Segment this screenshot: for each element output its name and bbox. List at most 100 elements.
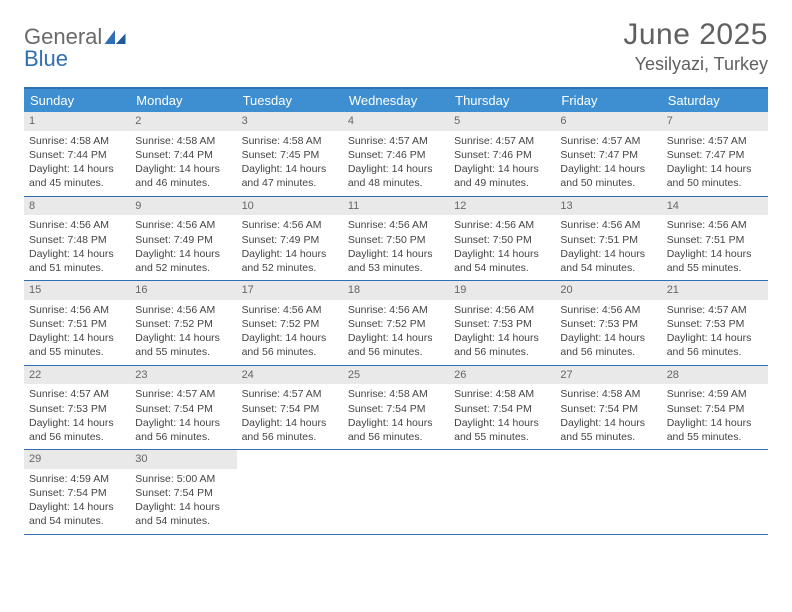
daylight-line: Daylight: 14 hours and 56 minutes. xyxy=(242,416,338,444)
day-cell xyxy=(237,450,343,534)
day-cell: 9Sunrise: 4:56 AMSunset: 7:49 PMDaylight… xyxy=(130,197,236,281)
day-body: Sunrise: 4:57 AMSunset: 7:54 PMDaylight:… xyxy=(237,384,343,449)
sunset-line: Sunset: 7:46 PM xyxy=(348,148,444,162)
sunset-line: Sunset: 7:49 PM xyxy=(135,233,231,247)
daylight-line: Daylight: 14 hours and 55 minutes. xyxy=(667,416,763,444)
sunset-line: Sunset: 7:45 PM xyxy=(242,148,338,162)
day-body: Sunrise: 4:56 AMSunset: 7:52 PMDaylight:… xyxy=(130,300,236,365)
sunset-line: Sunset: 7:44 PM xyxy=(29,148,125,162)
dow-sunday: Sunday xyxy=(24,89,130,112)
day-cell: 19Sunrise: 4:56 AMSunset: 7:53 PMDayligh… xyxy=(449,281,555,365)
daylight-line: Daylight: 14 hours and 50 minutes. xyxy=(560,162,656,190)
day-cell: 18Sunrise: 4:56 AMSunset: 7:52 PMDayligh… xyxy=(343,281,449,365)
day-number: 4 xyxy=(343,112,449,131)
daylight-line: Daylight: 14 hours and 56 minutes. xyxy=(454,331,550,359)
daylight-line: Daylight: 14 hours and 50 minutes. xyxy=(667,162,763,190)
day-cell: 22Sunrise: 4:57 AMSunset: 7:53 PMDayligh… xyxy=(24,366,130,450)
day-cell: 13Sunrise: 4:56 AMSunset: 7:51 PMDayligh… xyxy=(555,197,661,281)
sunrise-line: Sunrise: 4:57 AM xyxy=(667,134,763,148)
weeks-container: 1Sunrise: 4:58 AMSunset: 7:44 PMDaylight… xyxy=(24,112,768,535)
daylight-line: Daylight: 14 hours and 54 minutes. xyxy=(135,500,231,528)
day-body: Sunrise: 4:58 AMSunset: 7:54 PMDaylight:… xyxy=(449,384,555,449)
day-body: Sunrise: 4:57 AMSunset: 7:46 PMDaylight:… xyxy=(343,131,449,196)
day-body: Sunrise: 5:00 AMSunset: 7:54 PMDaylight:… xyxy=(130,469,236,534)
day-number: 28 xyxy=(662,366,768,385)
sunrise-line: Sunrise: 4:56 AM xyxy=(560,303,656,317)
day-cell: 11Sunrise: 4:56 AMSunset: 7:50 PMDayligh… xyxy=(343,197,449,281)
day-cell xyxy=(449,450,555,534)
daylight-line: Daylight: 14 hours and 56 minutes. xyxy=(135,416,231,444)
sunrise-line: Sunrise: 4:57 AM xyxy=(242,387,338,401)
header: GeneralBlue June 2025 Yesilyazi, Turkey xyxy=(24,18,768,75)
day-cell: 20Sunrise: 4:56 AMSunset: 7:53 PMDayligh… xyxy=(555,281,661,365)
day-number: 2 xyxy=(130,112,236,131)
sunrise-line: Sunrise: 4:57 AM xyxy=(560,134,656,148)
day-number: 13 xyxy=(555,197,661,216)
day-cell: 17Sunrise: 4:56 AMSunset: 7:52 PMDayligh… xyxy=(237,281,343,365)
sunrise-line: Sunrise: 4:56 AM xyxy=(454,303,550,317)
day-body: Sunrise: 4:59 AMSunset: 7:54 PMDaylight:… xyxy=(24,469,130,534)
day-cell: 5Sunrise: 4:57 AMSunset: 7:46 PMDaylight… xyxy=(449,112,555,196)
day-cell: 30Sunrise: 5:00 AMSunset: 7:54 PMDayligh… xyxy=(130,450,236,534)
day-number: 9 xyxy=(130,197,236,216)
sunset-line: Sunset: 7:48 PM xyxy=(29,233,125,247)
dow-monday: Monday xyxy=(130,89,236,112)
daylight-line: Daylight: 14 hours and 55 minutes. xyxy=(667,247,763,275)
day-body: Sunrise: 4:56 AMSunset: 7:49 PMDaylight:… xyxy=(130,215,236,280)
sunrise-line: Sunrise: 4:56 AM xyxy=(135,303,231,317)
sunrise-line: Sunrise: 4:56 AM xyxy=(454,218,550,232)
day-cell xyxy=(662,450,768,534)
daylight-line: Daylight: 14 hours and 54 minutes. xyxy=(560,247,656,275)
day-body: Sunrise: 4:57 AMSunset: 7:53 PMDaylight:… xyxy=(24,384,130,449)
day-body: Sunrise: 4:56 AMSunset: 7:50 PMDaylight:… xyxy=(449,215,555,280)
calendar-grid: Sunday Monday Tuesday Wednesday Thursday… xyxy=(24,87,768,535)
dow-friday: Friday xyxy=(555,89,661,112)
day-body: Sunrise: 4:56 AMSunset: 7:52 PMDaylight:… xyxy=(343,300,449,365)
day-body: Sunrise: 4:56 AMSunset: 7:52 PMDaylight:… xyxy=(237,300,343,365)
day-number: 5 xyxy=(449,112,555,131)
sunrise-line: Sunrise: 4:57 AM xyxy=(135,387,231,401)
day-number: 6 xyxy=(555,112,661,131)
sunrise-line: Sunrise: 4:58 AM xyxy=(560,387,656,401)
sunrise-line: Sunrise: 4:56 AM xyxy=(348,218,444,232)
sunrise-line: Sunrise: 5:00 AM xyxy=(135,472,231,486)
day-number: 29 xyxy=(24,450,130,469)
daylight-line: Daylight: 14 hours and 55 minutes. xyxy=(135,331,231,359)
day-number: 18 xyxy=(343,281,449,300)
sunset-line: Sunset: 7:50 PM xyxy=(348,233,444,247)
day-number: 11 xyxy=(343,197,449,216)
week-row: 29Sunrise: 4:59 AMSunset: 7:54 PMDayligh… xyxy=(24,450,768,535)
day-cell: 16Sunrise: 4:56 AMSunset: 7:52 PMDayligh… xyxy=(130,281,236,365)
sunset-line: Sunset: 7:53 PM xyxy=(560,317,656,331)
day-body: Sunrise: 4:58 AMSunset: 7:45 PMDaylight:… xyxy=(237,131,343,196)
dow-wednesday: Wednesday xyxy=(343,89,449,112)
brand-part1: General xyxy=(24,26,102,48)
daylight-line: Daylight: 14 hours and 54 minutes. xyxy=(29,500,125,528)
sunrise-line: Sunrise: 4:56 AM xyxy=(667,218,763,232)
calendar-page: GeneralBlue June 2025 Yesilyazi, Turkey … xyxy=(0,0,792,553)
day-body: Sunrise: 4:58 AMSunset: 7:44 PMDaylight:… xyxy=(24,131,130,196)
sunrise-line: Sunrise: 4:58 AM xyxy=(242,134,338,148)
day-body: Sunrise: 4:58 AMSunset: 7:44 PMDaylight:… xyxy=(130,131,236,196)
day-body: Sunrise: 4:57 AMSunset: 7:53 PMDaylight:… xyxy=(662,300,768,365)
day-number: 25 xyxy=(343,366,449,385)
day-number: 1 xyxy=(24,112,130,131)
day-cell xyxy=(555,450,661,534)
day-body: Sunrise: 4:56 AMSunset: 7:49 PMDaylight:… xyxy=(237,215,343,280)
sunset-line: Sunset: 7:50 PM xyxy=(454,233,550,247)
day-body: Sunrise: 4:56 AMSunset: 7:48 PMDaylight:… xyxy=(24,215,130,280)
day-number: 12 xyxy=(449,197,555,216)
day-number: 26 xyxy=(449,366,555,385)
daylight-line: Daylight: 14 hours and 56 minutes. xyxy=(29,416,125,444)
day-cell: 23Sunrise: 4:57 AMSunset: 7:54 PMDayligh… xyxy=(130,366,236,450)
day-number: 24 xyxy=(237,366,343,385)
day-cell: 2Sunrise: 4:58 AMSunset: 7:44 PMDaylight… xyxy=(130,112,236,196)
day-body: Sunrise: 4:59 AMSunset: 7:54 PMDaylight:… xyxy=(662,384,768,449)
sunset-line: Sunset: 7:52 PM xyxy=(348,317,444,331)
day-number: 19 xyxy=(449,281,555,300)
day-number: 15 xyxy=(24,281,130,300)
sunset-line: Sunset: 7:51 PM xyxy=(667,233,763,247)
week-row: 22Sunrise: 4:57 AMSunset: 7:53 PMDayligh… xyxy=(24,366,768,451)
brand-logo: GeneralBlue xyxy=(24,18,126,70)
sunset-line: Sunset: 7:47 PM xyxy=(667,148,763,162)
